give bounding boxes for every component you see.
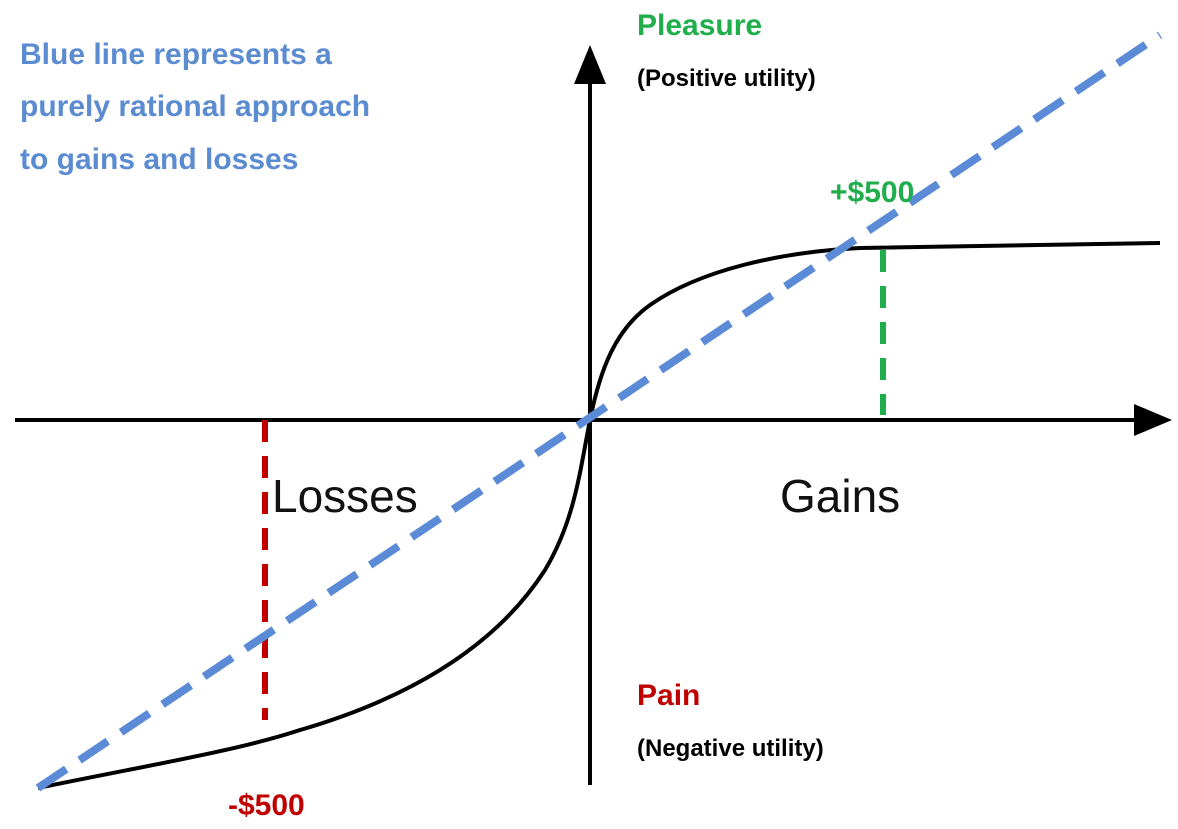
rational-line xyxy=(35,31,1163,792)
positive-utility-label: (Positive utility) xyxy=(637,65,816,92)
annotation-line: to gains and losses xyxy=(20,143,298,176)
value-curve xyxy=(37,241,1161,790)
negative-utility-label: (Negative utility) xyxy=(637,735,824,762)
pleasure-label: Pleasure xyxy=(637,9,762,42)
gains-label: Gains xyxy=(780,470,900,522)
annotation-line: Blue line represents a xyxy=(20,38,332,71)
losses-label: Losses xyxy=(272,470,418,522)
pain-label: Pain xyxy=(637,679,700,712)
y-arrow xyxy=(574,45,606,84)
x-arrow xyxy=(1134,404,1172,436)
loss-label: -$500 xyxy=(228,789,305,822)
annotation-line: purely rational approach xyxy=(20,90,370,123)
gain-label: +$500 xyxy=(830,176,914,209)
